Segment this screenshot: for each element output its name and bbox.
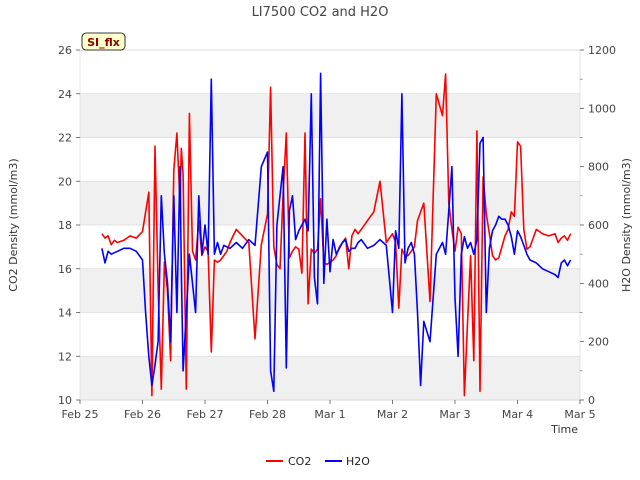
y-left-tick-label: 12 xyxy=(58,350,72,363)
y-left-tick-label: 24 xyxy=(58,88,72,101)
legend: CO2 H2O xyxy=(266,455,370,468)
y-left-tick-label: 18 xyxy=(58,219,72,232)
y-right-tick-label: 400 xyxy=(588,277,609,290)
grid-band xyxy=(80,93,580,138)
site-badge-label: SI_flx xyxy=(87,36,120,49)
y-right-tick-label: 800 xyxy=(588,161,609,174)
grid-band xyxy=(80,356,580,400)
y-right-tick-label: 200 xyxy=(588,336,609,349)
grid-band xyxy=(80,268,580,313)
x-tick-label: Mar 2 xyxy=(377,408,408,421)
background-bands xyxy=(80,93,580,400)
y-left-tick-label: 16 xyxy=(58,263,72,276)
h2o-line xyxy=(101,72,572,393)
h2o-series xyxy=(101,72,572,393)
x-tick-label: Feb 28 xyxy=(249,408,286,421)
y-left-tick-label: 26 xyxy=(58,44,72,57)
x-tick-label: Mar 3 xyxy=(439,408,470,421)
x-axis-label: Time xyxy=(550,423,578,436)
x-tick-label: Feb 26 xyxy=(124,408,161,421)
y-right-tick-label: 1200 xyxy=(588,44,616,57)
axes: 10 12 14 16 18 20 22 24 26 0 200 400 600 800 1000 1200 F… xyxy=(58,44,616,421)
x-tick-label: Feb 27 xyxy=(187,408,224,421)
chart-title: LI7500 CO2 and H2O xyxy=(252,5,389,20)
site-badge: SI_flx xyxy=(81,32,126,51)
y-right-tick-label: 1000 xyxy=(588,102,616,115)
x-tick-label: Mar 4 xyxy=(502,408,533,421)
grid-band xyxy=(80,181,580,225)
x-tick-label: Feb 25 xyxy=(62,408,99,421)
legend-co2-label: CO2 xyxy=(288,455,311,468)
y-left-tick-label: 22 xyxy=(58,132,72,145)
legend-h2o-label: H2O xyxy=(346,455,370,468)
x-tick-label: Mar 5 xyxy=(564,408,595,421)
y-left-tick-label: 20 xyxy=(58,175,72,188)
y-axis-right-label: H2O Density (mmol/m3) xyxy=(620,158,633,292)
y-right-tick-label: 0 xyxy=(588,394,595,407)
y-right-tick-label: 600 xyxy=(588,219,609,232)
y-left-tick-label: 14 xyxy=(58,307,72,320)
y-left-tick-label: 10 xyxy=(58,394,72,407)
y-axis-left-label: CO2 Density (mmol/m3) xyxy=(7,158,20,291)
x-tick-label: Mar 1 xyxy=(314,408,345,421)
